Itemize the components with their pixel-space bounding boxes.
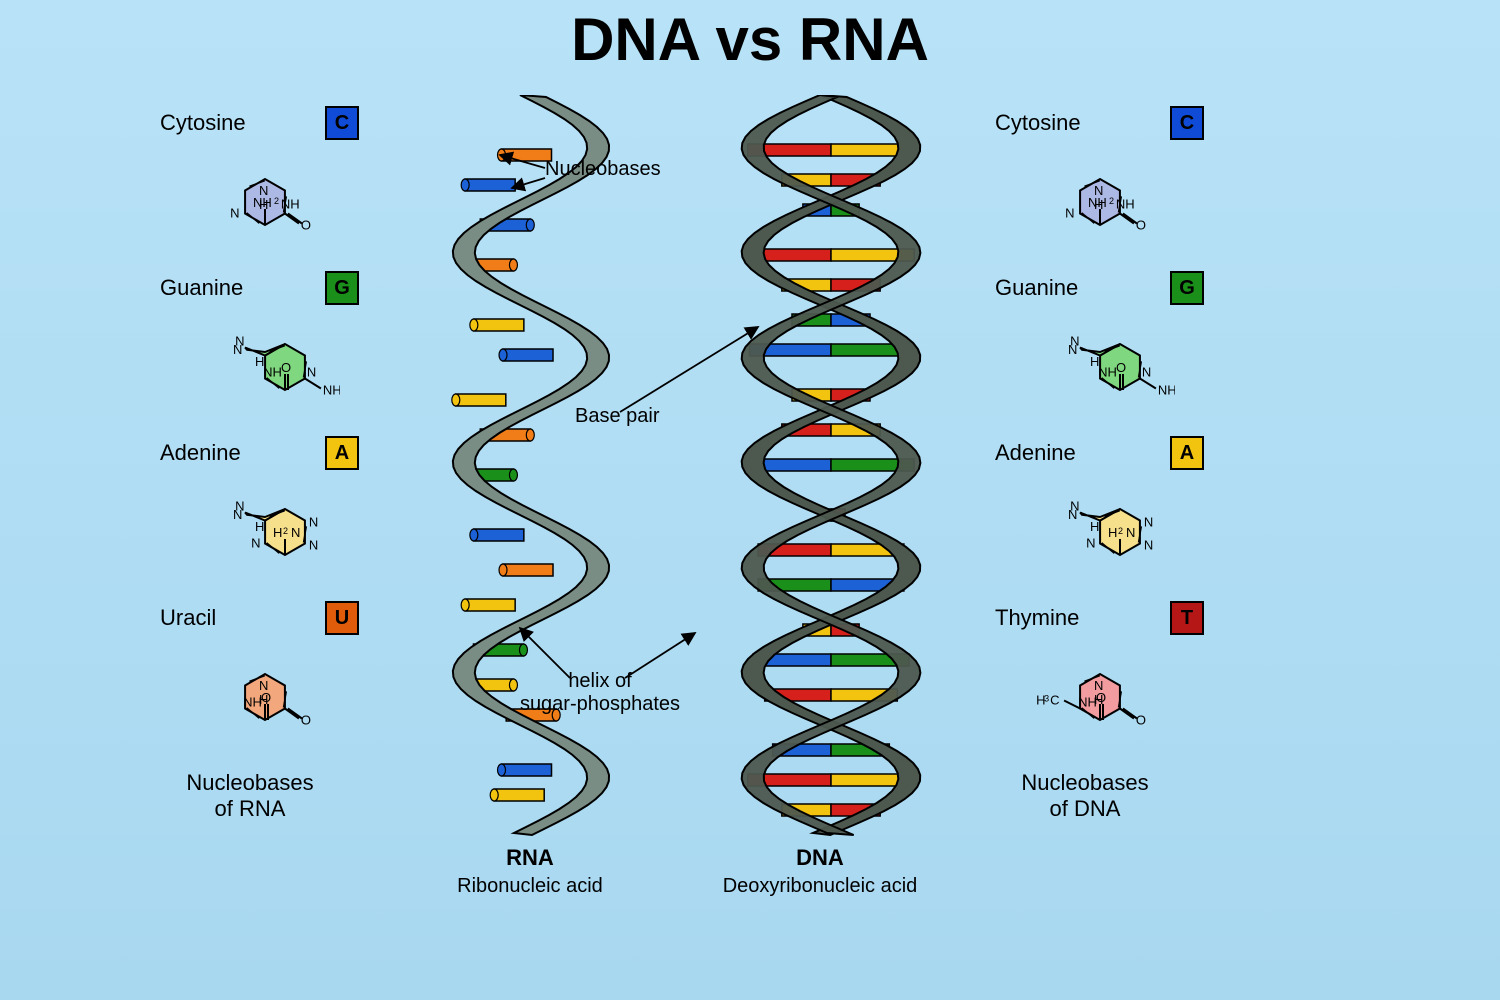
svg-text:N: N [1144, 538, 1153, 553]
svg-text:H: H [255, 519, 264, 534]
base-badge-g: G [325, 271, 359, 305]
svg-text:O: O [1116, 360, 1126, 375]
svg-text:2: 2 [1118, 526, 1123, 536]
base-row-cytosine: Cytosine C NH2ONNHNH [130, 110, 390, 275]
molecule-cytosine: NH2ONNHNH [1025, 140, 1175, 260]
molecule-guanine: NHNONH2NNH [190, 305, 340, 425]
svg-text:N: N [1086, 536, 1095, 551]
molecule-cytosine: NH2ONNHNH [190, 140, 340, 260]
base-badge-c: C [325, 106, 359, 140]
base-badge-c: C [1170, 106, 1204, 140]
svg-text:N: N [259, 678, 268, 693]
base-name: Adenine [995, 440, 1076, 466]
base-badge-a: A [325, 436, 359, 470]
rna-abbr: RNA [410, 845, 650, 871]
rna-helix [400, 95, 640, 845]
molecule-thymine: OONHNHH3C [1025, 635, 1175, 755]
base-row-guanine: Guanine G NHNONH2NNH [130, 275, 390, 440]
molecule-guanine: NHNONH2NNH [1025, 305, 1175, 425]
rna-bases-caption: Nucleobasesof RNA [130, 770, 370, 823]
dna-abbr: DNA [700, 845, 940, 871]
svg-text:H: H [1090, 519, 1099, 534]
base-badge-u: U [325, 601, 359, 635]
svg-text:N: N [1094, 183, 1103, 198]
molecule-uracil: OONHNH [190, 635, 340, 755]
base-row-guanine: Guanine G NHNONH2NNH [965, 275, 1225, 440]
page-title: DNA vs RNA [0, 5, 1500, 74]
annotation-base-pair: Base pair [575, 405, 660, 428]
svg-text:NH: NH [323, 383, 340, 398]
svg-text:2: 2 [274, 196, 279, 206]
svg-text:N: N [235, 334, 244, 349]
rna-bottom-label: RNA Ribonucleic acid [410, 845, 650, 898]
base-name: Cytosine [160, 110, 246, 136]
svg-text:N: N [1070, 499, 1079, 514]
annotation-nucleobases: Nucleobases [545, 158, 661, 181]
base-row-uracil: Uracil U OONHNH [130, 605, 390, 770]
svg-text:N: N [1142, 365, 1151, 380]
svg-text:N: N [1065, 206, 1074, 221]
svg-text:N: N [235, 499, 244, 514]
svg-text:2: 2 [283, 526, 288, 536]
svg-text:O: O [301, 218, 311, 233]
base-name: Guanine [160, 275, 243, 301]
annotation-sugar-phosphate: helix ofsugar-phosphates [515, 670, 685, 716]
svg-text:N: N [1126, 525, 1135, 540]
svg-text:2: 2 [1109, 196, 1114, 206]
svg-text:H: H [259, 692, 268, 707]
svg-text:N: N [307, 365, 316, 380]
svg-text:NH: NH [1098, 365, 1117, 380]
base-row-adenine: Adenine A NHNH2NNNN [130, 440, 390, 605]
svg-text:N: N [251, 536, 260, 551]
svg-text:N: N [230, 206, 239, 221]
base-name: Guanine [995, 275, 1078, 301]
rna-full: Ribonucleic acid [410, 875, 650, 898]
svg-text:O: O [281, 360, 291, 375]
svg-text:N: N [1144, 515, 1153, 530]
dna-helix [680, 95, 960, 845]
svg-text:3: 3 [1044, 694, 1049, 704]
svg-text:N: N [309, 538, 318, 553]
svg-text:H: H [1108, 525, 1117, 540]
dna-bottom-label: DNA Deoxyribonucleic acid [700, 845, 940, 898]
svg-text:N: N [291, 525, 300, 540]
base-row-adenine: Adenine A NHNH2NNNN [965, 440, 1225, 605]
svg-text:NH: NH [1158, 383, 1175, 398]
base-badge-t: T [1170, 601, 1204, 635]
svg-text:N: N [259, 183, 268, 198]
base-row-thymine: Thymine T OONHNHH3C [965, 605, 1225, 770]
svg-text:H: H [1094, 692, 1103, 707]
rna-bases-column: Cytosine C NH2ONNHNH Guanine G NHNONH2NN… [130, 110, 390, 770]
svg-text:O: O [1136, 713, 1146, 728]
svg-text:C: C [1050, 693, 1059, 708]
svg-text:O: O [1136, 218, 1146, 233]
base-badge-a: A [1170, 436, 1204, 470]
dna-bases-column: Cytosine C NH2ONNHNH Guanine G NHNONH2NN… [965, 110, 1225, 770]
base-badge-g: G [1170, 271, 1204, 305]
svg-text:N: N [1094, 678, 1103, 693]
svg-text:NH: NH [263, 365, 282, 380]
svg-text:NH: NH [281, 197, 300, 212]
molecule-adenine: NHNH2NNNN [190, 470, 340, 590]
molecule-adenine: NHNH2NNNN [1025, 470, 1175, 590]
dna-bases-caption: Nucleobasesof DNA [965, 770, 1205, 823]
svg-text:H: H [259, 197, 268, 212]
base-row-cytosine: Cytosine C NH2ONNHNH [965, 110, 1225, 275]
dna-full: Deoxyribonucleic acid [700, 875, 940, 898]
svg-text:N: N [1070, 334, 1079, 349]
svg-text:H: H [1094, 197, 1103, 212]
svg-text:O: O [301, 713, 311, 728]
base-name: Thymine [995, 605, 1079, 631]
svg-text:N: N [309, 515, 318, 530]
svg-text:H: H [273, 525, 282, 540]
base-name: Adenine [160, 440, 241, 466]
base-name: Uracil [160, 605, 216, 631]
svg-text:NH: NH [1116, 197, 1135, 212]
base-name: Cytosine [995, 110, 1081, 136]
